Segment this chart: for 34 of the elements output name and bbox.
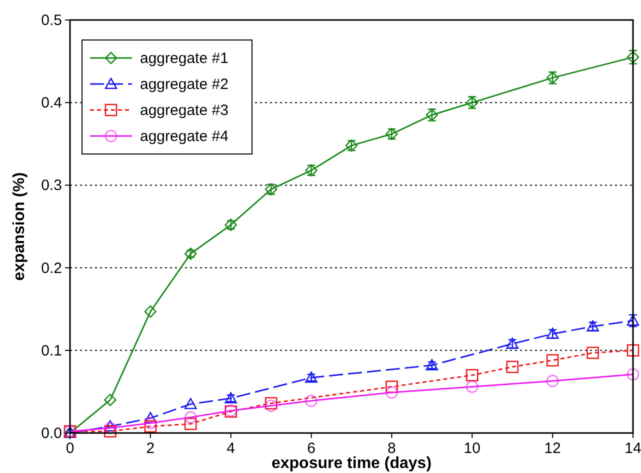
point bbox=[506, 360, 519, 374]
point bbox=[264, 397, 278, 410]
legend-label: aggregate #1 bbox=[140, 50, 228, 67]
legend-label: aggregate #4 bbox=[140, 128, 228, 145]
point bbox=[386, 380, 398, 393]
point bbox=[104, 394, 116, 406]
y-axis-title: expansion (%) bbox=[11, 172, 28, 281]
y-tick-label: 0.3 bbox=[41, 177, 62, 194]
point bbox=[586, 346, 599, 360]
x-tick-label: 10 bbox=[464, 440, 480, 457]
point bbox=[184, 398, 197, 410]
point bbox=[546, 354, 559, 366]
y-tick-label: 0.1 bbox=[41, 342, 62, 360]
legend-label: aggregate #2 bbox=[140, 76, 228, 93]
legend-label: aggregate #3 bbox=[140, 102, 228, 119]
x-tick-label: 4 bbox=[226, 440, 236, 457]
point bbox=[104, 420, 116, 432]
point bbox=[104, 425, 116, 438]
point bbox=[144, 420, 157, 433]
y-tick-label: 0.2 bbox=[41, 260, 62, 277]
x-axis-title: exposure time (days) bbox=[271, 455, 432, 472]
x-tick-label: 0 bbox=[66, 440, 74, 457]
x-tick-label: 12 bbox=[544, 440, 561, 457]
text: 0.0 bbox=[41, 425, 62, 442]
point bbox=[144, 305, 157, 318]
y-tick-label: 0.5 bbox=[41, 12, 62, 29]
x-tick-label: 6 bbox=[307, 440, 316, 457]
point bbox=[626, 344, 640, 357]
y-tick-label: 0.4 bbox=[41, 94, 62, 112]
x-tick-label: 14 bbox=[624, 440, 641, 457]
x-tick-label: 8 bbox=[388, 440, 396, 457]
point bbox=[466, 369, 478, 382]
point bbox=[184, 418, 197, 430]
x-tick-label: 2 bbox=[146, 440, 155, 457]
